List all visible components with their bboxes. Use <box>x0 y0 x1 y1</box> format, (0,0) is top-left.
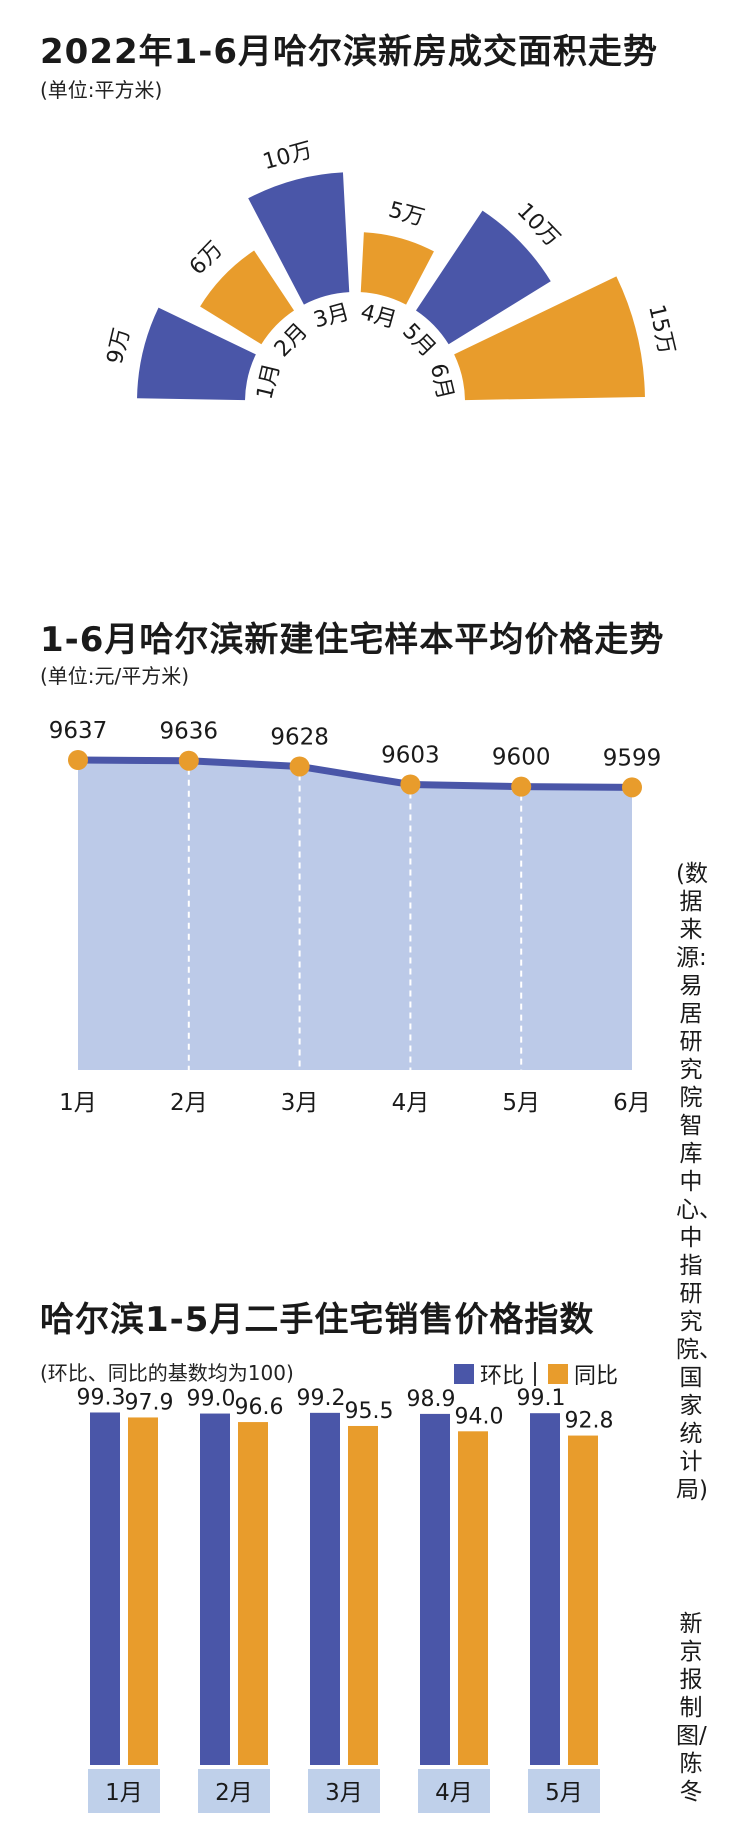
bar-yoy-3 <box>348 1425 378 1765</box>
price-value-label-1: 9637 <box>49 718 108 744</box>
bar-value-label-yoy-3: 95.5 <box>345 1399 394 1424</box>
bar-yoy-2 <box>238 1422 268 1765</box>
fan-month-label-1: 1月 <box>253 361 286 402</box>
fan-value-label-4: 5万 <box>386 198 427 232</box>
bar-value-label-yoy-5: 92.8 <box>565 1409 614 1434</box>
chart3-legend: 环比 同比 <box>454 1358 618 1390</box>
bar-category-label-2: 2月 <box>215 1780 253 1806</box>
fan-sector-2 <box>200 250 295 345</box>
bar-mom-1 <box>90 1412 120 1765</box>
price-point-6 <box>622 777 642 798</box>
bar-value-label-mom-5: 99.1 <box>517 1386 566 1411</box>
price-line <box>77 756 633 791</box>
area-chart: 9637 1月 9636 2月 9628 3月 9603 4月 9600 5月 9599 6月 <box>49 718 662 1116</box>
fan-month-label-6: 6月 <box>425 361 458 402</box>
fan-value-label-1: 9万 <box>103 326 136 367</box>
bar-value-label-mom-3: 99.2 <box>297 1386 346 1411</box>
bar-category-label-3: 3月 <box>325 1780 363 1806</box>
chart3-unit: (环比、同比的基数均为100) <box>40 1361 294 1385</box>
legend-separator <box>534 1362 537 1386</box>
price-value-label-4: 9603 <box>381 742 440 768</box>
fan-month-label-4: 4月 <box>358 300 399 334</box>
price-value-label-3: 9628 <box>270 724 329 750</box>
legend-swatch-mom <box>454 1364 474 1384</box>
bar-value-label-mom-1: 99.3 <box>77 1385 126 1410</box>
fan-sector-3 <box>248 172 350 305</box>
bar-category-bg-3 <box>308 1769 380 1813</box>
fan-month-label-5: 5月 <box>397 319 440 362</box>
bar-mom-4 <box>420 1413 450 1765</box>
chart2-unit: (单位:元/平方米) <box>40 664 190 688</box>
fan-sector-5 <box>415 210 551 345</box>
price-month-label-6: 6月 <box>613 1090 651 1116</box>
price-point-5 <box>511 776 532 797</box>
legend-label-yoy: 同比 <box>574 1364 619 1389</box>
chart1-title: 2022年1-6月哈尔滨新房成交面积走势 <box>40 32 659 72</box>
bar-category-bg-2 <box>198 1769 270 1813</box>
price-area <box>78 760 632 1070</box>
bar-value-label-yoy-2: 96.6 <box>235 1395 284 1420</box>
price-value-label-5: 9600 <box>492 745 551 771</box>
chart1-unit: (单位:平方米) <box>40 78 163 102</box>
price-value-label-2: 9636 <box>160 719 219 745</box>
credit: 新京报制图/陈冬 <box>676 1611 707 1805</box>
fan-sector-6 <box>454 276 645 401</box>
bar-mom-2 <box>200 1413 230 1765</box>
price-point-4 <box>400 774 421 795</box>
price-value-label-6: 9599 <box>603 745 662 771</box>
bar-category-bg-1 <box>88 1769 160 1813</box>
bar-mom-3 <box>310 1412 340 1765</box>
bar-chart: 99.3 97.9 1月 99.0 96.6 2月 99.295.5 3月 98.994.0 4月… <box>77 1385 614 1813</box>
price-month-label-4: 4月 <box>392 1090 430 1116</box>
bar-value-label-yoy-4: 94.0 <box>455 1404 504 1429</box>
bar-category-bg-5 <box>528 1769 600 1813</box>
price-month-label-5: 5月 <box>502 1090 540 1116</box>
bar-category-bg-4 <box>418 1769 490 1813</box>
chart3-title: 哈尔滨1-5月二手住宅销售价格指数 <box>40 1300 595 1340</box>
legend-label-mom: 环比 <box>480 1364 525 1389</box>
fan-value-label-2: 6万 <box>185 237 228 280</box>
bar-yoy-1 <box>128 1417 158 1765</box>
bar-category-label-4: 4月 <box>435 1780 473 1806</box>
bar-value-label-mom-2: 99.0 <box>187 1387 236 1412</box>
fan-month-label-2: 2月 <box>270 319 313 362</box>
fan-sector-1 <box>137 307 256 401</box>
fan-value-label-3: 10万 <box>260 138 315 175</box>
price-month-label-1: 1月 <box>59 1090 97 1116</box>
bar-yoy-4 <box>458 1431 488 1765</box>
chart2-title: 1-6月哈尔滨新建住宅样本平均价格走势 <box>40 620 665 660</box>
bar-mom-5 <box>530 1413 560 1765</box>
bar-value-label-mom-4: 98.9 <box>407 1387 456 1412</box>
fan-month-label-3: 3月 <box>311 300 352 334</box>
price-month-label-2: 2月 <box>170 1090 208 1116</box>
source-note: (数据来源:易居研究院智库中心、中指研究院、国家统计局) <box>676 861 722 1503</box>
bar-value-label-yoy-1: 97.9 <box>125 1390 174 1415</box>
price-point-3 <box>289 756 310 777</box>
bar-yoy-5 <box>568 1435 598 1765</box>
price-point-2 <box>178 750 199 771</box>
bar-category-label-1: 1月 <box>105 1780 143 1806</box>
price-point-1 <box>68 750 88 770</box>
bar-category-label-5: 5月 <box>545 1780 583 1806</box>
price-month-label-3: 3月 <box>281 1090 319 1116</box>
legend-swatch-yoy <box>548 1364 569 1384</box>
fan-value-label-6: 15万 <box>643 302 679 356</box>
fan-sector-4 <box>360 232 434 305</box>
